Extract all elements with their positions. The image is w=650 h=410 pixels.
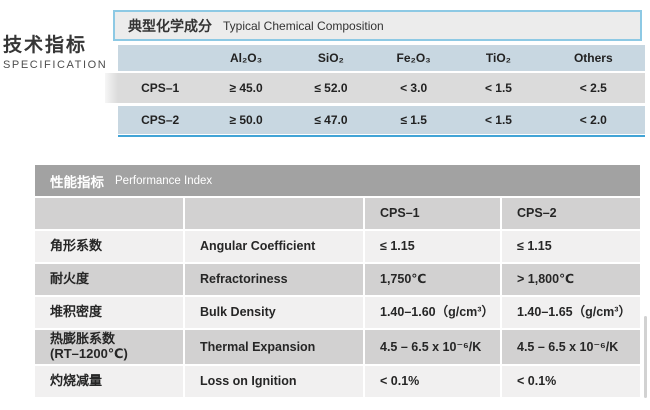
perf-row-angular-coefficient: 角形系数 Angular Coefficient ≤ 1.15 ≤ 1.15 [35, 231, 640, 262]
chem-row-cps2: CPS–2 ≥ 50.0 ≤ 47.0 ≤ 1.5 < 1.5 < 2.0 [118, 106, 645, 134]
section-label-en: SPECIFICATION [3, 59, 108, 71]
chem-cell: ≥ 50.0 [229, 113, 263, 127]
chem-header-fe2o3: Fe₂O₃ [396, 51, 431, 65]
perf-row-zh-line1: 热膨胀系数 [50, 331, 116, 347]
section-label: 技术指标 SPECIFICATION [3, 36, 107, 71]
chem-row-label: CPS–2 [141, 113, 180, 127]
perf-value-cps1: < 0.1% [365, 366, 500, 397]
perf-value-cps1: 4.5 – 6.5 x 10⁻⁶/K [365, 330, 500, 364]
chem-row-label: CPS–1 [141, 81, 180, 95]
chem-cell: ≥ 45.0 [229, 81, 263, 95]
perf-row-zh: 热膨胀系数 (RT–1200℃) [35, 330, 183, 364]
chem-cell: ≤ 47.0 [314, 113, 348, 127]
perf-value-cps2: 1.40–1.65（g/cm³） [502, 297, 640, 328]
chem-cell: < 2.0 [579, 113, 607, 127]
chem-cell: ≤ 52.0 [314, 81, 348, 95]
perf-value-cps2: > 1,800℃ [502, 264, 640, 295]
perf-value-cps1: ≤ 1.15 [365, 231, 500, 262]
perf-row-en: Bulk Density [185, 297, 363, 328]
perf-value-cps1: 1,750℃ [365, 264, 500, 295]
chem-header-al2o3: Al₂O₃ [229, 51, 263, 65]
perf-row-zh: 灼烧减量 [35, 366, 183, 397]
perf-table-title: 性能指标 Performance Index [35, 165, 640, 196]
chem-cell: < 3.0 [400, 81, 428, 95]
page-edge-sliver [644, 316, 647, 398]
perf-row-en: Thermal Expansion [185, 330, 363, 364]
perf-row-en: Refractoriness [185, 264, 363, 295]
perf-col-cps2: CPS–2 [502, 198, 640, 229]
perf-row-thermal-expansion: 热膨胀系数 (RT–1200℃) Thermal Expansion 4.5 –… [35, 330, 640, 364]
chem-row-cps1: CPS–1 ≥ 45.0 ≤ 52.0 < 3.0 < 1.5 < 2.5 [105, 73, 645, 103]
chem-table: Al₂O₃ SiO₂ Fe₂O₃ TiO₂ Others CPS–1 ≥ 45.… [105, 45, 645, 137]
section-label-zh: 技术指标 [3, 35, 88, 56]
chem-header-tio2: TiO₂ [485, 51, 512, 65]
row-overhang [105, 73, 118, 103]
perf-value-cps2: 4.5 – 6.5 x 10⁻⁶/K [502, 330, 640, 364]
perf-title-zh: 性能指标 [50, 174, 104, 190]
perf-row-refractoriness: 耐火度 Refractoriness 1,750℃ > 1,800℃ [35, 264, 640, 295]
perf-row-zh: 角形系数 [35, 231, 183, 262]
perf-row-en: Loss on Ignition [185, 366, 363, 397]
chem-table-bottom-rule [118, 135, 645, 137]
perf-row-en: Angular Coefficient [185, 231, 363, 262]
chem-header-sio2: SiO₂ [317, 51, 344, 65]
perf-row-zh: 耐火度 [35, 264, 183, 295]
perf-title-en: Performance Index [115, 174, 213, 187]
perf-value-cps2: < 0.1% [502, 366, 640, 397]
perf-row-zh-line2: (RT–1200℃) [50, 346, 128, 361]
chem-header-others: Others [573, 51, 613, 65]
chem-cell: < 1.5 [484, 113, 512, 127]
chem-table-title: 典型化学成分 Typical Chemical Composition [113, 10, 642, 41]
performance-table: 性能指标 Performance Index CPS–1 CPS–2 角形系数 … [35, 165, 640, 399]
chem-cell: < 1.5 [484, 81, 512, 95]
chem-title-en: Typical Chemical Composition [223, 18, 384, 33]
chem-title-zh: 典型化学成分 [128, 17, 212, 34]
perf-subheader-row: CPS–1 CPS–2 [35, 198, 640, 229]
perf-row-loss-on-ignition: 灼烧减量 Loss on Ignition < 0.1% < 0.1% [35, 366, 640, 397]
chem-header-row: Al₂O₃ SiO₂ Fe₂O₃ TiO₂ Others [118, 45, 645, 71]
perf-value-cps2: ≤ 1.15 [502, 231, 640, 262]
perf-value-cps1: 1.40–1.60（g/cm³） [365, 297, 500, 328]
chem-cell: ≤ 1.5 [400, 113, 427, 127]
perf-row-zh: 堆积密度 [35, 297, 183, 328]
perf-subheader-empty [35, 198, 183, 229]
perf-col-cps1: CPS–1 [365, 198, 500, 229]
chem-cell: < 2.5 [579, 81, 607, 95]
perf-subheader-empty [185, 198, 363, 229]
perf-row-bulk-density: 堆积密度 Bulk Density 1.40–1.60（g/cm³） 1.40–… [35, 297, 640, 328]
